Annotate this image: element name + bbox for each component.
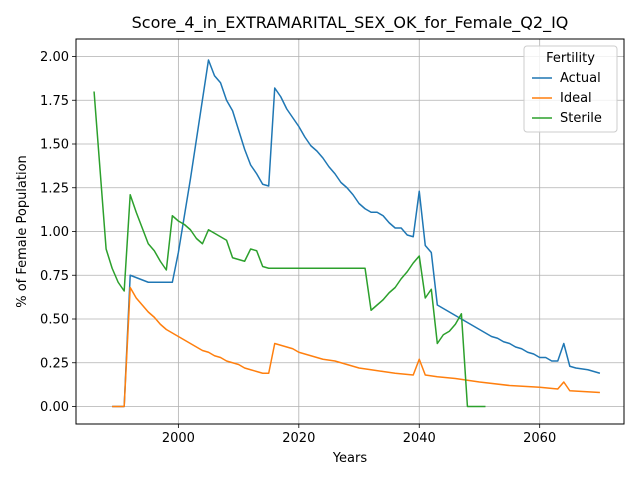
y-tick-label: 0.00 [40, 400, 69, 415]
y-tick-label: 1.50 [40, 138, 69, 153]
legend: Fertility Actual Ideal Sterile [523, 45, 618, 133]
y-axis-label: % of Female Population [15, 155, 30, 308]
legend-label-actual: Actual [560, 71, 601, 86]
x-tick-label: 2060 [523, 431, 556, 446]
series-lines [93, 59, 601, 408]
x-axis-label: Years [332, 451, 368, 466]
series-line-actual [112, 59, 601, 408]
series-line-ideal [112, 286, 600, 408]
y-tick-label: 1.25 [40, 181, 69, 196]
legend-box [523, 45, 618, 133]
y-tick-label: 1.00 [40, 225, 69, 240]
y-tick-label: 0.50 [40, 313, 69, 328]
y-axis-ticks: 0.00 0.25 0.50 0.75 1.00 1.25 1.50 1.75 2.00 [40, 50, 76, 415]
x-tick-label: 2000 [162, 431, 195, 446]
y-tick-label: 1.75 [40, 94, 69, 109]
x-tick-label: 2020 [282, 431, 315, 446]
legend-label-ideal: Ideal [560, 91, 592, 106]
y-tick-label: 2.00 [40, 50, 69, 65]
legend-label-sterile: Sterile [560, 111, 602, 126]
legend-items: Actual Ideal Sterile [532, 71, 602, 126]
x-tick-label: 2040 [403, 431, 436, 446]
y-tick-label: 0.25 [40, 356, 69, 371]
series-line-sterile [93, 91, 486, 408]
x-axis-ticks: 2000 2020 2040 2060 [162, 424, 556, 446]
chart-title: Score_4_in_EXTRAMARITAL_SEX_OK_for_Femal… [132, 13, 569, 33]
y-tick-label: 0.75 [40, 269, 69, 284]
legend-title: Fertility [546, 51, 595, 66]
